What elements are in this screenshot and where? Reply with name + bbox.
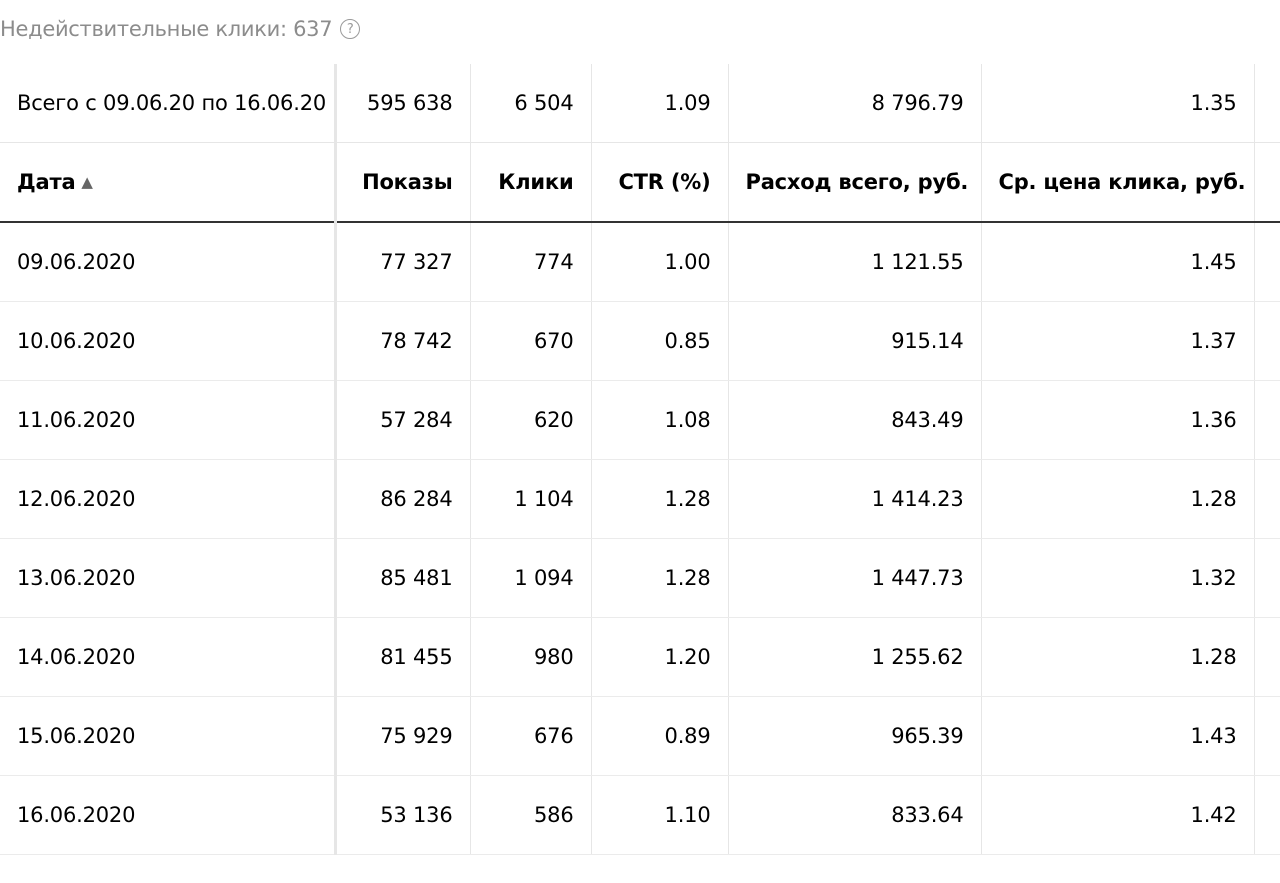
table-cell-date: 13.06.2020 (0, 538, 337, 618)
table-cell-clicks: 676 (470, 696, 592, 776)
table-row: 15.06.2020 75 929 676 0.89 965.39 1.43 (0, 696, 1280, 776)
filler-cell (1254, 538, 1280, 618)
summary-spend: 8 796.79 (728, 64, 982, 143)
column-header-clicks[interactable]: Клики (470, 142, 592, 223)
table-cell-impressions: 85 481 (335, 538, 471, 618)
column-header-avg-cpc[interactable]: Ср. цена клика, руб. (981, 142, 1255, 223)
table-row: 12.06.2020 86 284 1 104 1.28 1 414.23 1.28 (0, 459, 1280, 539)
table-cell-ctr: 1.28 (591, 538, 729, 618)
table-cell-ctr: 1.10 (591, 775, 729, 855)
table-cell-impressions: 77 327 (335, 222, 471, 302)
table-cell-avg-cpc: 1.32 (981, 538, 1255, 618)
summary-label: Всего с 09.06.20 по 16.06.20 (0, 64, 337, 143)
table-cell-impressions: 75 929 (335, 696, 471, 776)
header-row: Дата ▲ Показы Клики CTR (%) Расход всего,… (0, 142, 1280, 223)
table-cell-date: 14.06.2020 (0, 617, 337, 697)
table-cell-impressions: 53 136 (335, 775, 471, 855)
column-header-date[interactable]: Дата ▲ (0, 142, 337, 223)
table-cell-ctr: 1.20 (591, 617, 729, 697)
table-cell-ctr: 0.85 (591, 301, 729, 381)
table-row: 11.06.2020 57 284 620 1.08 843.49 1.36 (0, 380, 1280, 460)
table-cell-avg-cpc: 1.43 (981, 696, 1255, 776)
table-cell-clicks: 670 (470, 301, 592, 381)
table-cell-clicks: 586 (470, 775, 592, 855)
table-cell-impressions: 78 742 (335, 301, 471, 381)
column-header-impressions[interactable]: Показы (335, 142, 471, 223)
table-cell-avg-cpc: 1.28 (981, 459, 1255, 539)
filler-cell (1254, 775, 1280, 855)
summary-ctr: 1.09 (591, 64, 729, 143)
table-cell-clicks: 774 (470, 222, 592, 302)
filler-cell (1254, 64, 1280, 143)
summary-avg-cpc: 1.35 (981, 64, 1255, 143)
table-cell-date: 11.06.2020 (0, 380, 337, 460)
table-cell-avg-cpc: 1.28 (981, 617, 1255, 697)
sort-ascending-icon: ▲ (81, 173, 93, 191)
table-cell-ctr: 1.28 (591, 459, 729, 539)
statistics-table: Всего с 09.06.20 по 16.06.20 595 638 6 5… (0, 64, 1280, 855)
table-cell-clicks: 620 (470, 380, 592, 460)
table-cell-date: 15.06.2020 (0, 696, 337, 776)
table-cell-spend: 1 447.73 (728, 538, 982, 618)
filler-cell (1254, 459, 1280, 539)
table-row: 16.06.2020 53 136 586 1.10 833.64 1.42 (0, 775, 1280, 855)
table-cell-spend: 1 121.55 (728, 222, 982, 302)
table-cell-date: 10.06.2020 (0, 301, 337, 381)
table-cell-clicks: 1 104 (470, 459, 592, 539)
table-cell-impressions: 57 284 (335, 380, 471, 460)
table-cell-date: 09.06.2020 (0, 222, 337, 302)
invalid-clicks-bar: Недействительные клики: 637 ? (0, 14, 361, 44)
table-cell-ctr: 1.08 (591, 380, 729, 460)
summary-row: Всего с 09.06.20 по 16.06.20 595 638 6 5… (0, 64, 1280, 143)
table-cell-spend: 915.14 (728, 301, 982, 381)
table-cell-clicks: 1 094 (470, 538, 592, 618)
filler-cell (1254, 301, 1280, 381)
table-cell-avg-cpc: 1.36 (981, 380, 1255, 460)
table-cell-ctr: 0.89 (591, 696, 729, 776)
table-cell-spend: 965.39 (728, 696, 982, 776)
table-cell-spend: 833.64 (728, 775, 982, 855)
table-row: 09.06.2020 77 327 774 1.00 1 121.55 1.45 (0, 222, 1280, 302)
table-cell-clicks: 980 (470, 617, 592, 697)
table-cell-date: 12.06.2020 (0, 459, 337, 539)
table-cell-avg-cpc: 1.45 (981, 222, 1255, 302)
filler-cell (1254, 380, 1280, 460)
table-cell-ctr: 1.00 (591, 222, 729, 302)
help-icon[interactable]: ? (340, 19, 361, 39)
table-cell-impressions: 81 455 (335, 617, 471, 697)
table-row: 10.06.2020 78 742 670 0.85 915.14 1.37 (0, 301, 1280, 381)
filler-cell (1254, 696, 1280, 776)
table-cell-avg-cpc: 1.37 (981, 301, 1255, 381)
filler-cell (1254, 142, 1280, 223)
table-cell-avg-cpc: 1.42 (981, 775, 1255, 855)
table-cell-spend: 843.49 (728, 380, 982, 460)
table-cell-spend: 1 414.23 (728, 459, 982, 539)
summary-clicks: 6 504 (470, 64, 592, 143)
table-cell-date: 16.06.2020 (0, 775, 337, 855)
filler-cell (1254, 222, 1280, 302)
table-cell-impressions: 86 284 (335, 459, 471, 539)
invalid-clicks-count: Недействительные клики: 637 (0, 17, 333, 41)
column-header-date-label: Дата (17, 170, 76, 194)
summary-impressions: 595 638 (335, 64, 471, 143)
column-header-ctr[interactable]: CTR (%) (591, 142, 729, 223)
table-row: 13.06.2020 85 481 1 094 1.28 1 447.73 1.32 (0, 538, 1280, 618)
table-row: 14.06.2020 81 455 980 1.20 1 255.62 1.28 (0, 617, 1280, 697)
table-cell-spend: 1 255.62 (728, 617, 982, 697)
filler-cell (1254, 617, 1280, 697)
column-header-spend[interactable]: Расход всего, руб. (728, 142, 982, 223)
